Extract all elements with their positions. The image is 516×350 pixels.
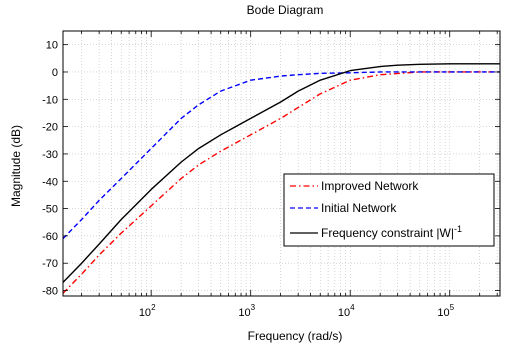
x-tick-exponent: 3 <box>251 303 256 312</box>
y-tick-label: -20 <box>42 122 58 134</box>
y-tick-label: -10 <box>42 94 58 106</box>
y-tick-label: 0 <box>52 67 58 79</box>
y-tick-label: 10 <box>46 40 58 52</box>
x-tick-label: 104 <box>338 303 355 319</box>
x-tick-base: 10 <box>238 307 250 319</box>
y-tick-label: -80 <box>42 286 58 298</box>
chart-title: Bode Diagram <box>247 3 324 17</box>
legend-label-improved: Improved Network <box>321 179 419 193</box>
legend-label-constraint-sup: -1 <box>454 224 462 234</box>
series-line-2 <box>62 63 500 283</box>
y-tick-label: -30 <box>42 149 58 161</box>
legend-box <box>283 173 495 247</box>
y-tick-label: -70 <box>42 258 58 270</box>
grid-lines <box>63 31 500 296</box>
series-line-0 <box>62 71 500 294</box>
x-tick-label: 105 <box>437 303 454 319</box>
legend: Improved Network Initial Network Frequen… <box>283 173 495 247</box>
legend-label-constraint: Frequency constraint |W|-1 <box>321 224 462 240</box>
y-tick-label: -50 <box>42 204 58 216</box>
legend-label-constraint-text: Frequency constraint |W| <box>321 226 454 240</box>
plot-frame <box>62 30 501 297</box>
series-line-1 <box>62 71 500 240</box>
x-tick-exponent: 5 <box>450 303 455 312</box>
x-tick-base: 10 <box>437 307 449 319</box>
x-tick-label: 103 <box>238 303 255 319</box>
x-tick-base: 10 <box>338 307 350 319</box>
x-tick-base: 10 <box>139 307 151 319</box>
x-tick-label: 102 <box>139 303 156 319</box>
y-tick-label: -40 <box>42 176 58 188</box>
legend-label-initial: Initial Network <box>321 201 397 215</box>
y-tick-label: -60 <box>42 231 58 243</box>
x-tick-exponent: 2 <box>151 303 156 312</box>
x-tick-exponent: 4 <box>350 303 355 312</box>
series-layer <box>62 63 500 294</box>
x-axis-title: Frequency (rad/s) <box>248 329 343 343</box>
y-axis-title: Magnitude (dB) <box>9 125 23 207</box>
